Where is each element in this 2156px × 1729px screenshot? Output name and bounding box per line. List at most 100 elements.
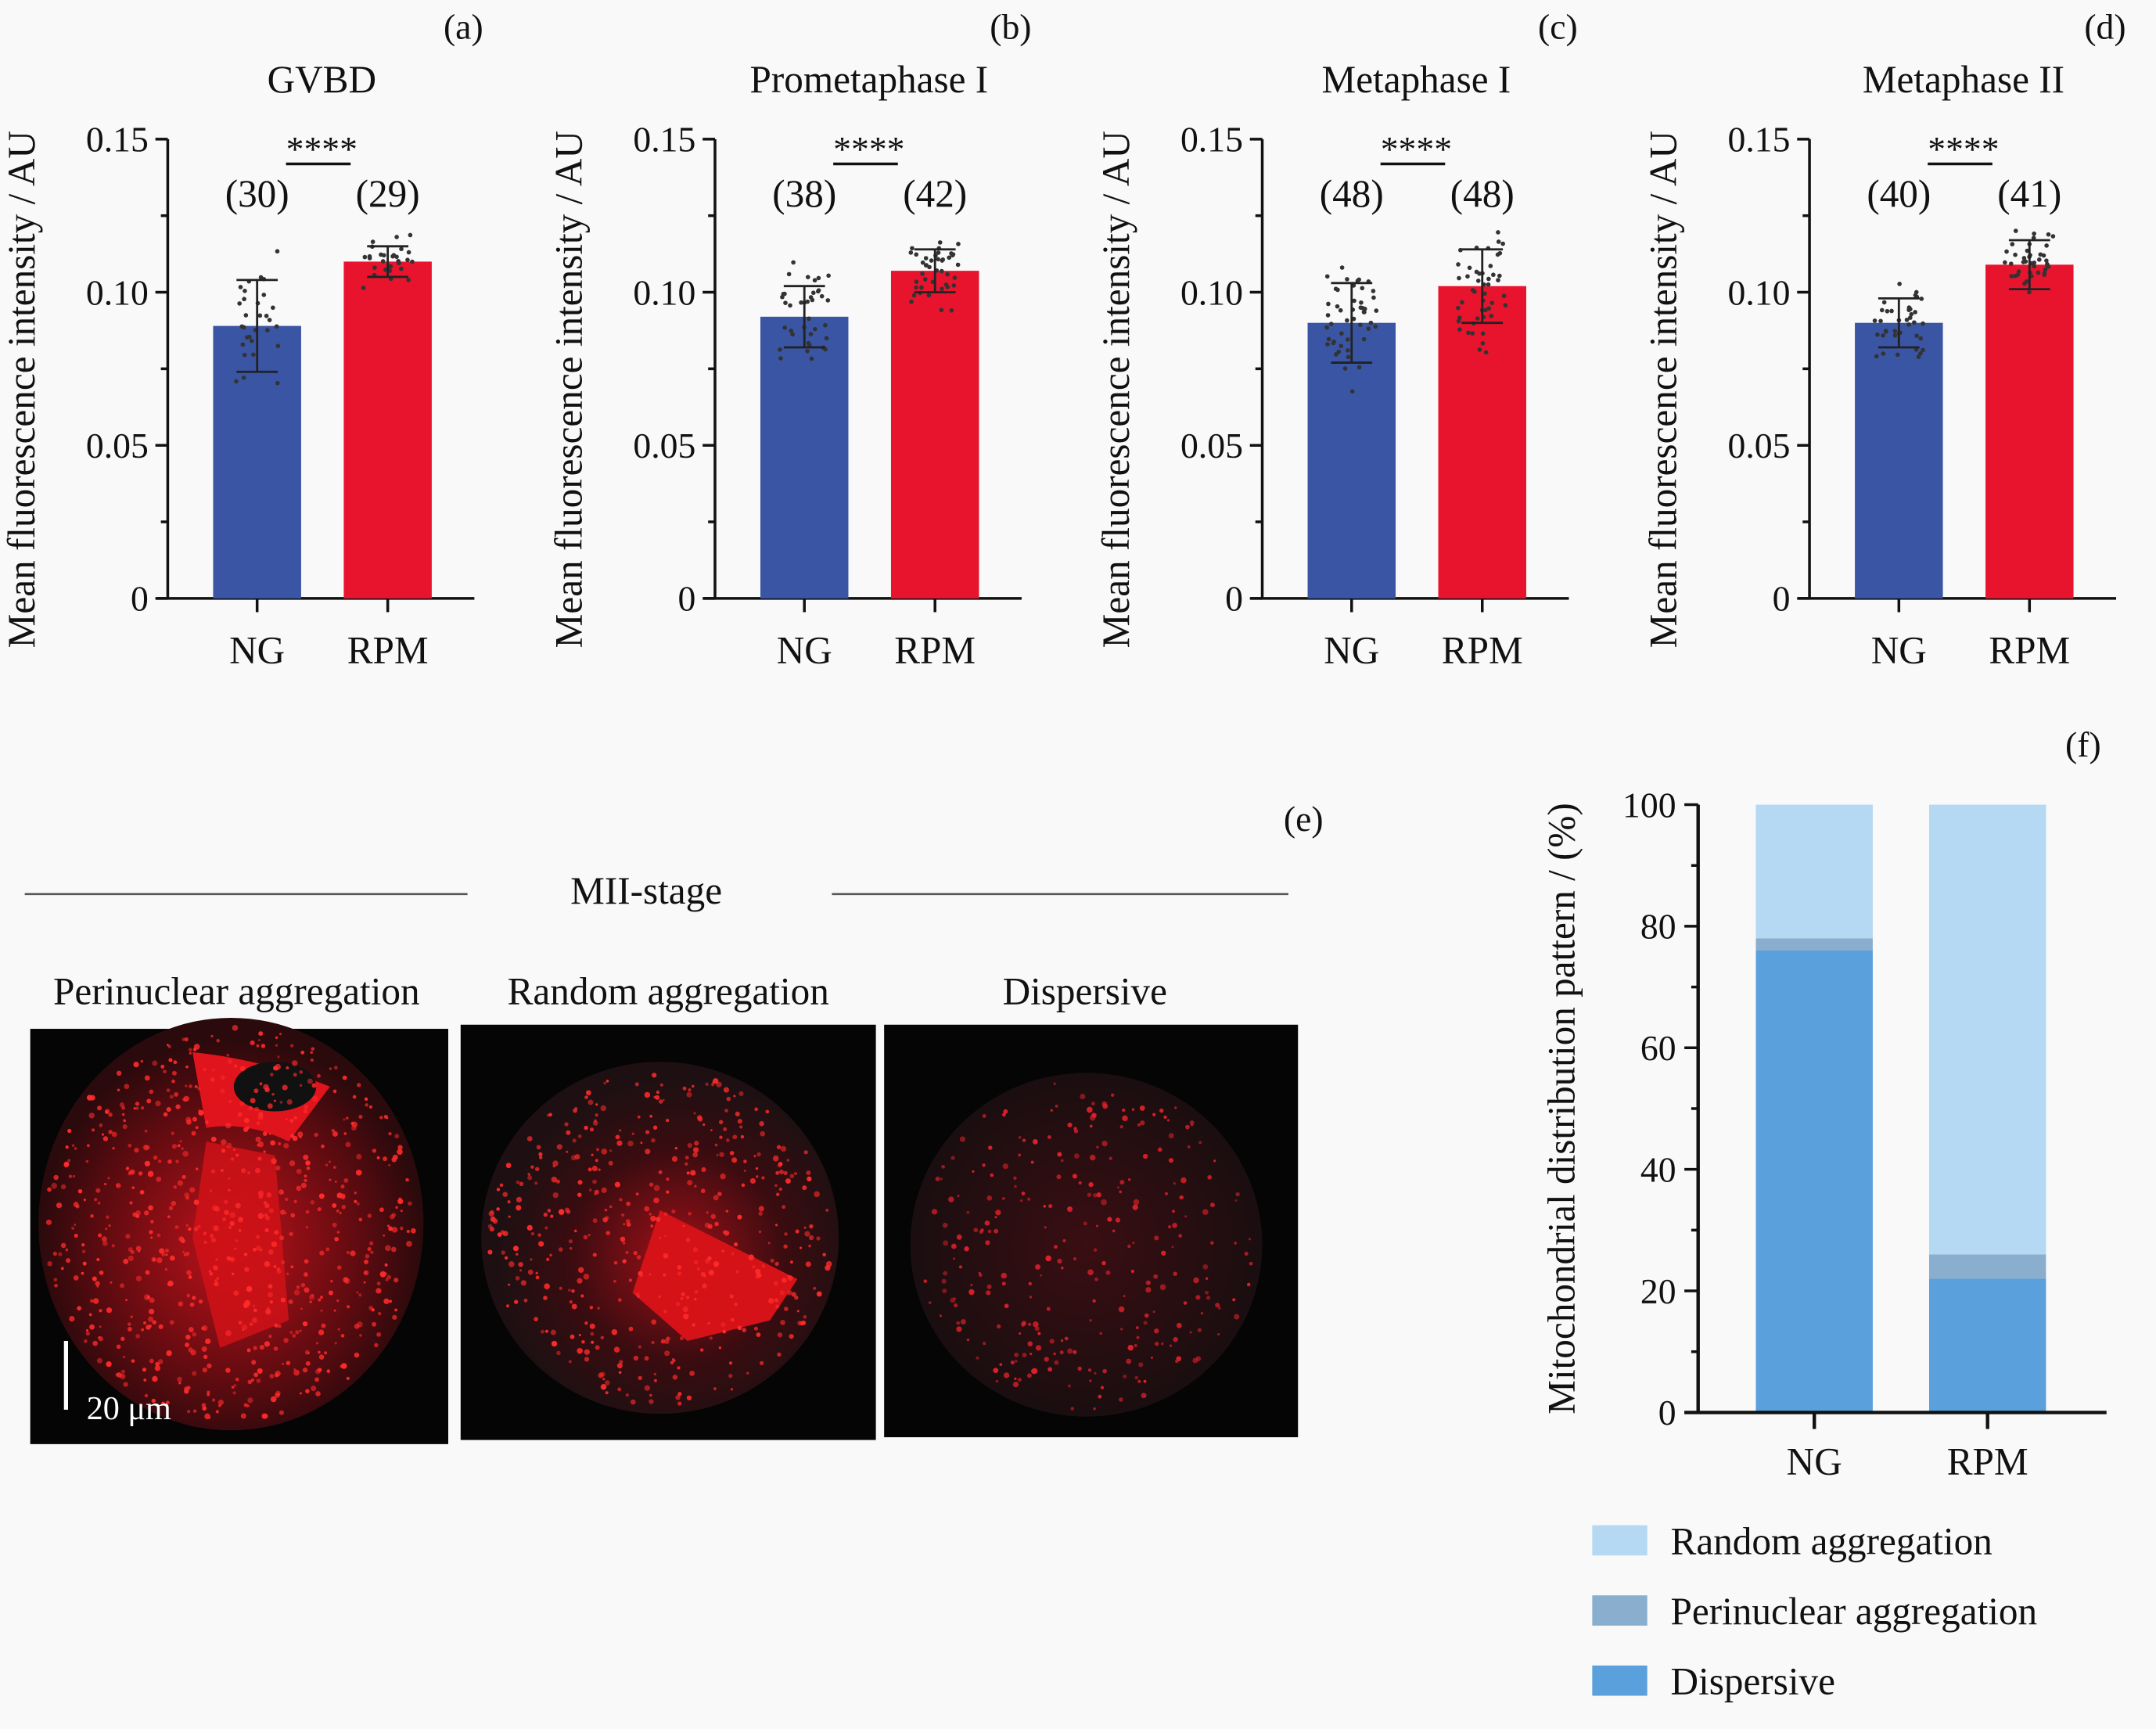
- mitochondria-signal: [1167, 1224, 1172, 1229]
- mitochondria-signal: [649, 1114, 652, 1118]
- y-axis-label: Mean fluorescence intensity / AU: [1094, 131, 1137, 648]
- mitochondria-signal: [336, 1231, 340, 1234]
- mitochondria-signal: [368, 1306, 373, 1310]
- mitochondria-signal: [957, 1195, 960, 1198]
- mitochondria-signal: [595, 1113, 598, 1117]
- mitochondria-signal: [119, 1283, 125, 1289]
- mitochondria-signal: [146, 1296, 151, 1299]
- mitochondria-signal: [677, 1271, 682, 1276]
- mitochondria-signal: [1060, 1339, 1064, 1343]
- mitochondria-signal: [716, 1154, 719, 1156]
- data-point: [1480, 340, 1486, 346]
- mitochondria-signal: [1122, 1115, 1128, 1122]
- mitochondria-signal: [1093, 1193, 1098, 1198]
- mitochondria-signal: [223, 1199, 228, 1205]
- mitochondria-signal: [706, 1211, 709, 1214]
- mitochondria-signal: [704, 1222, 710, 1228]
- mitochondria-signal: [171, 1131, 174, 1135]
- mitochondria-signal: [268, 1249, 274, 1255]
- mitochondria-signal: [534, 1166, 540, 1172]
- mitochondria-signal: [680, 1296, 684, 1300]
- mitochondria-signal: [1070, 1407, 1075, 1411]
- mitochondria-signal: [299, 1084, 303, 1087]
- data-point: [1328, 322, 1334, 326]
- mitochondria-signal: [1066, 1206, 1073, 1213]
- mitochondria-signal: [1138, 1362, 1144, 1368]
- y-tick-label: 0.05: [1728, 426, 1791, 466]
- mitochondria-signal: [956, 1234, 962, 1240]
- mitochondria-signal: [307, 1078, 313, 1084]
- mitochondria-signal: [591, 1340, 595, 1344]
- mitochondria-signal: [161, 1401, 165, 1405]
- mitochondria-signal: [367, 1247, 372, 1252]
- mitochondria-signal: [289, 1119, 294, 1123]
- mitochondria-signal: [577, 1347, 583, 1354]
- mitochondria-signal: [536, 1145, 541, 1150]
- mitochondria-signal: [1123, 1295, 1126, 1298]
- mitochondria-signal: [516, 1180, 520, 1184]
- mitochondria-signal: [158, 1324, 163, 1329]
- mitochondria-signal: [1235, 1192, 1240, 1197]
- mitochondria-signal: [73, 1274, 79, 1281]
- x-tick-label: RPM: [1989, 629, 2070, 672]
- mitochondria-signal: [237, 1112, 243, 1117]
- mitochondria-signal: [117, 1088, 120, 1091]
- mitochondria-signal: [289, 1231, 293, 1237]
- mitochondria-signal: [266, 1192, 272, 1198]
- mitochondria-signal: [72, 1174, 76, 1178]
- mitochondria-signal: [984, 1220, 990, 1226]
- mitochondria-signal: [265, 1308, 271, 1315]
- data-point: [910, 246, 915, 251]
- data-point: [1342, 366, 1348, 371]
- mitochondria-signal: [1143, 1379, 1147, 1383]
- data-point: [929, 258, 934, 263]
- mitochondria-signal: [1145, 1280, 1151, 1285]
- mitochondria-signal: [1122, 1108, 1126, 1113]
- mitochondria-signal: [232, 1272, 235, 1276]
- mitochondria-signal: [243, 1253, 248, 1256]
- mitochondria-signal: [154, 1365, 161, 1371]
- data-point: [924, 263, 929, 268]
- data-point: [950, 253, 955, 258]
- mitochondria-signal: [184, 1386, 189, 1392]
- data-point: [271, 305, 275, 311]
- mitochondria-signal: [264, 1215, 271, 1220]
- mitochondria-signal: [772, 1155, 779, 1162]
- mitochondria-signal: [325, 1247, 330, 1252]
- mitochondria-signal: [300, 1307, 303, 1310]
- data-point: [920, 271, 925, 276]
- data-point: [2021, 256, 2027, 261]
- mitochondria-signal: [99, 1309, 102, 1313]
- mitochondria-signal: [622, 1241, 626, 1245]
- mitochondria-signal: [223, 1210, 229, 1216]
- mitochondria-signal: [210, 1136, 217, 1142]
- mitochondria-signal: [332, 1089, 337, 1094]
- data-point: [2042, 272, 2046, 277]
- mitochondria-signal: [1003, 1109, 1008, 1114]
- mitochondria-signal: [228, 1100, 232, 1103]
- mitochondria-signal: [292, 1060, 298, 1066]
- mitochondria-signal: [74, 1234, 78, 1238]
- mitochondria-signal: [958, 1265, 962, 1269]
- data-point: [1456, 318, 1461, 324]
- mitochondria-signal: [69, 1316, 75, 1322]
- mitochondria-signal: [379, 1116, 383, 1120]
- mitochondria-signal: [1205, 1290, 1209, 1295]
- mitochondria-signal: [63, 1161, 70, 1167]
- x-tick-label: NG: [777, 629, 832, 672]
- mitochondria-signal: [178, 1301, 184, 1307]
- mitochondria-signal: [186, 1293, 191, 1298]
- data-point: [2015, 272, 2021, 277]
- mitochondria-signal: [982, 1114, 986, 1118]
- mitochondria-signal: [144, 1393, 149, 1398]
- mitochondria-signal: [686, 1171, 690, 1175]
- mitochondria-signal: [233, 1384, 237, 1387]
- mitochondria-signal: [505, 1304, 510, 1308]
- mitochondria-signal: [620, 1236, 626, 1242]
- mitochondria-signal: [1037, 1332, 1041, 1335]
- mitochondria-signal: [956, 1326, 962, 1332]
- mitochondria-signal: [135, 1210, 141, 1216]
- mitochondria-signal: [88, 1313, 92, 1317]
- mitochondria-signal: [201, 1346, 207, 1352]
